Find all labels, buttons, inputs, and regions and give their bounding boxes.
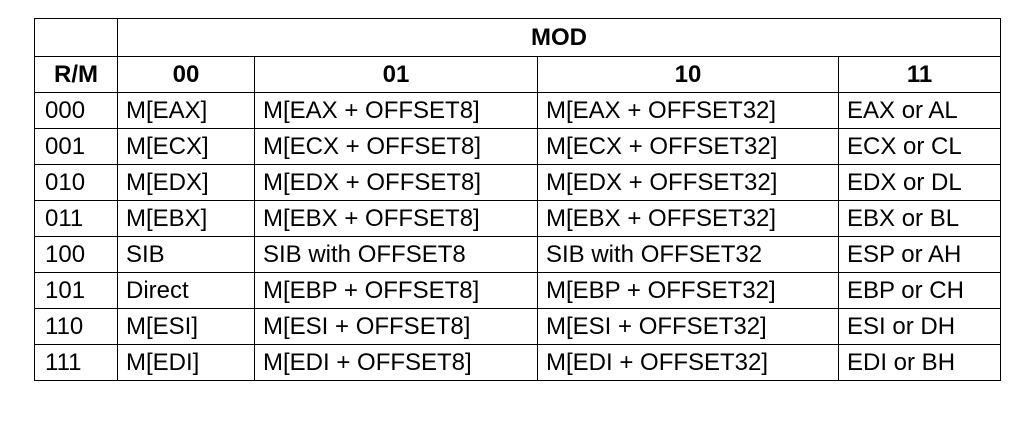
table-cell: SIB with OFFSET8 — [254, 236, 538, 273]
modrm-table: MOD R/M 00 01 10 11 000 M[EAX] M[EAX + O… — [34, 18, 1001, 381]
rm-value-cell: 101 — [34, 272, 118, 309]
table-cell: M[EDX + OFFSET8] — [254, 164, 538, 201]
table-cell: EBP or CH — [838, 272, 1001, 309]
table-cell: SIB — [117, 236, 255, 273]
table-cell: M[EAX + OFFSET32] — [537, 92, 839, 129]
table-cell: M[ECX + OFFSET32] — [537, 128, 839, 165]
table-row: 000 M[EAX] M[EAX + OFFSET8] M[EAX + OFFS… — [34, 92, 1001, 129]
rm-column-header: R/M — [34, 56, 118, 93]
rm-value-cell: 100 — [34, 236, 118, 273]
table-cell: M[ECX] — [117, 128, 255, 165]
column-header-row: R/M 00 01 10 11 — [34, 56, 1001, 93]
table-cell: ESP or AH — [838, 236, 1001, 273]
table-cell: M[EDI + OFFSET32] — [537, 344, 839, 381]
table-row: 111 M[EDI] M[EDI + OFFSET8] M[EDI + OFFS… — [34, 344, 1001, 381]
table-row: 100 SIB SIB with OFFSET8 SIB with OFFSET… — [34, 236, 1001, 273]
table-cell: M[EDI + OFFSET8] — [254, 344, 538, 381]
table-cell: M[EDX + OFFSET32] — [537, 164, 839, 201]
table-cell: M[EBX + OFFSET32] — [537, 200, 839, 237]
table-cell: ESI or DH — [838, 308, 1001, 345]
table-cell: M[EBX + OFFSET8] — [254, 200, 538, 237]
table-cell: SIB with OFFSET32 — [537, 236, 839, 273]
mod-00-column-header: 00 — [117, 56, 255, 93]
table-cell: M[EDX] — [117, 164, 255, 201]
mod-title-row: MOD — [34, 18, 1001, 57]
mod-11-column-header: 11 — [838, 56, 1001, 93]
table-cell: M[ESI + OFFSET32] — [537, 308, 839, 345]
rm-value-cell: 000 — [34, 92, 118, 129]
table-cell: EDX or DL — [838, 164, 1001, 201]
table-row: 001 M[ECX] M[ECX + OFFSET8] M[ECX + OFFS… — [34, 128, 1001, 165]
table-row: 011 M[EBX] M[EBX + OFFSET8] M[EBX + OFFS… — [34, 200, 1001, 237]
table-cell: M[EAX] — [117, 92, 255, 129]
table-cell: M[EAX + OFFSET8] — [254, 92, 538, 129]
table-cell: M[ESI] — [117, 308, 255, 345]
mod-10-column-header: 10 — [537, 56, 839, 93]
mod-01-column-header: 01 — [254, 56, 538, 93]
table-cell: EBX or BL — [838, 200, 1001, 237]
table-cell: M[ESI + OFFSET8] — [254, 308, 538, 345]
table-cell: EAX or AL — [838, 92, 1001, 129]
table-cell: ECX or CL — [838, 128, 1001, 165]
rm-value-cell: 001 — [34, 128, 118, 165]
table-row: 101 Direct M[EBP + OFFSET8] M[EBP + OFFS… — [34, 272, 1001, 309]
table-cell: M[EBP + OFFSET32] — [537, 272, 839, 309]
table-cell: M[ECX + OFFSET8] — [254, 128, 538, 165]
table-row: 110 M[ESI] M[ESI + OFFSET8] M[ESI + OFFS… — [34, 308, 1001, 345]
rm-value-cell: 010 — [34, 164, 118, 201]
rm-value-cell: 111 — [34, 344, 118, 381]
rm-value-cell: 011 — [34, 200, 118, 237]
table-cell: M[EBP + OFFSET8] — [254, 272, 538, 309]
table-cell: M[EBX] — [117, 200, 255, 237]
table-cell: EDI or BH — [838, 344, 1001, 381]
table-cell: M[EDI] — [117, 344, 255, 381]
table-row: 010 M[EDX] M[EDX + OFFSET8] M[EDX + OFFS… — [34, 164, 1001, 201]
table-cell: Direct — [117, 272, 255, 309]
rm-value-cell: 110 — [34, 308, 118, 345]
mod-header: MOD — [117, 18, 1001, 57]
corner-cell — [34, 18, 118, 57]
